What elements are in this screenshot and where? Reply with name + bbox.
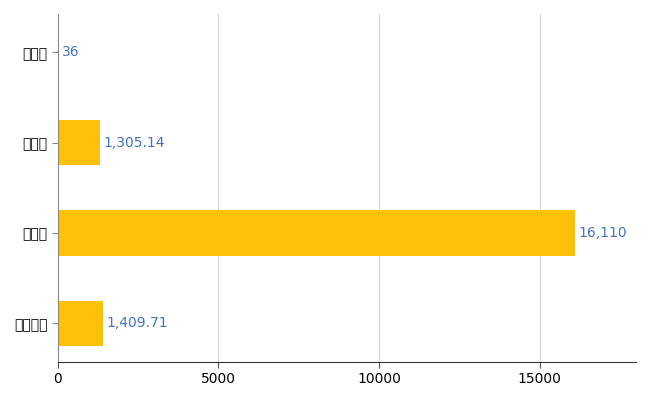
Bar xyxy=(58,30,59,75)
Text: 36: 36 xyxy=(62,45,80,59)
Text: 1,305.14: 1,305.14 xyxy=(103,136,164,150)
Bar xyxy=(58,120,99,165)
Text: 1,409.71: 1,409.71 xyxy=(107,316,168,330)
Bar xyxy=(58,210,575,256)
Bar xyxy=(58,301,103,346)
Text: 16,110: 16,110 xyxy=(578,226,627,240)
